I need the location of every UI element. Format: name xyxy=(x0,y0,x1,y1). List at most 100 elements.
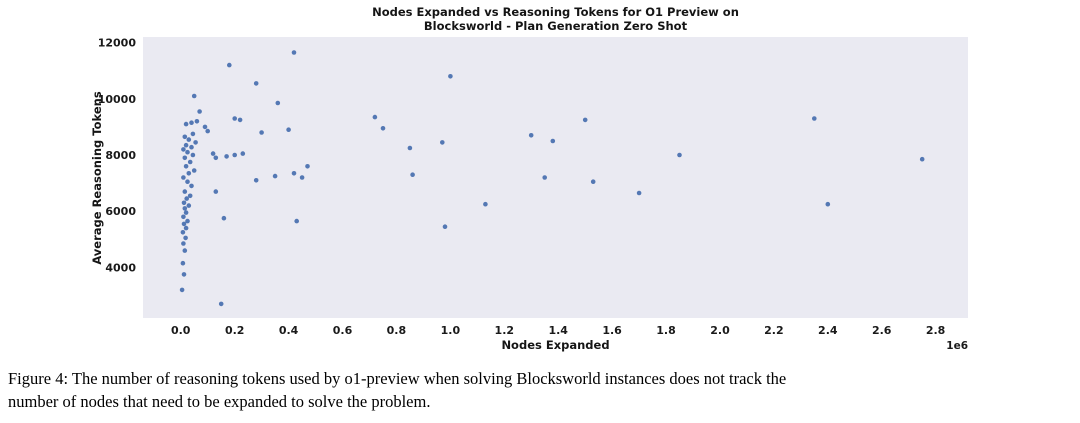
data-point xyxy=(185,179,190,184)
data-point xyxy=(183,235,188,241)
data-point xyxy=(410,172,415,177)
data-point xyxy=(213,155,219,161)
data-point xyxy=(253,178,259,183)
data-point xyxy=(183,225,189,231)
data-point xyxy=(259,130,264,135)
data-point xyxy=(677,152,682,158)
data-point xyxy=(179,287,185,293)
data-point xyxy=(440,140,445,145)
data-point xyxy=(299,175,305,180)
y-tick-label: 4000 xyxy=(105,261,136,274)
scatter-plot: 0.0 0.2 0.4 0.6 0.8 1.0 1.2 1.4 1.6 1.8 2.0 2.2 2.4 2… xyxy=(98,37,968,352)
data-point xyxy=(372,114,378,120)
data-point xyxy=(182,134,188,140)
data-point xyxy=(186,171,192,176)
data-point xyxy=(186,203,192,208)
x-tick-label: 1.4 xyxy=(548,324,568,337)
data-point xyxy=(407,145,413,151)
data-point xyxy=(194,119,200,124)
x-tick-label: 0.4 xyxy=(279,324,299,337)
data-point xyxy=(185,149,190,155)
data-point xyxy=(180,260,186,266)
data-point xyxy=(181,241,186,246)
x-axis-offset-label: 1e6 xyxy=(946,340,968,352)
x-tick-label: 1.6 xyxy=(602,324,622,337)
x-tick-label: 0.2 xyxy=(225,324,245,337)
data-point xyxy=(202,124,208,130)
data-point xyxy=(919,156,925,162)
y-tick-label: 8000 xyxy=(105,149,136,162)
x-tick-label: 0.8 xyxy=(387,324,407,337)
data-point xyxy=(442,224,448,229)
data-point xyxy=(448,74,453,79)
data-point xyxy=(825,201,831,207)
data-point xyxy=(812,116,817,121)
data-point xyxy=(590,179,596,184)
y-tick-label: 12000 xyxy=(98,37,137,50)
data-point xyxy=(253,81,259,86)
data-point xyxy=(224,154,229,159)
data-point xyxy=(182,248,188,253)
caption-line2: number of nodes that need to be expanded… xyxy=(8,392,431,411)
data-point xyxy=(218,301,224,307)
data-point xyxy=(550,138,556,144)
data-point xyxy=(185,218,190,224)
data-point xyxy=(183,210,189,215)
chart-title: Nodes Expanded vs Reasoning Tokens for O… xyxy=(143,5,968,33)
data-point xyxy=(232,152,237,158)
data-point xyxy=(187,159,193,165)
data-point xyxy=(181,214,186,220)
x-tick-label: 2.8 xyxy=(926,324,946,337)
x-tick-label: 0.0 xyxy=(171,324,191,337)
data-point xyxy=(483,201,488,207)
data-point xyxy=(181,200,187,206)
data-point xyxy=(197,109,202,114)
data-point xyxy=(205,128,210,134)
data-point xyxy=(182,206,188,211)
data-point xyxy=(294,218,300,224)
data-point xyxy=(380,126,386,131)
data-point xyxy=(181,147,186,152)
figure-caption: Figure 4: The number of reasoning tokens… xyxy=(8,367,1076,413)
data-point xyxy=(237,117,243,123)
data-point xyxy=(183,121,189,127)
data-point xyxy=(181,175,186,180)
data-point xyxy=(181,272,187,277)
x-tick-label: 2.6 xyxy=(872,324,892,337)
chart-title-line2: Blocksworld - Plan Generation Zero Shot xyxy=(423,19,688,33)
data-point xyxy=(180,230,186,235)
data-point xyxy=(186,137,192,142)
x-tick-label: 0.6 xyxy=(333,324,353,337)
data-point xyxy=(183,142,189,148)
data-point xyxy=(191,93,197,99)
data-point xyxy=(221,215,227,221)
data-point xyxy=(227,62,232,68)
data-point xyxy=(191,168,197,173)
data-point xyxy=(291,171,297,176)
data-point xyxy=(187,193,193,199)
data-point xyxy=(232,116,237,121)
data-point xyxy=(182,155,188,161)
data-point xyxy=(636,190,642,196)
x-tick-label: 1.0 xyxy=(441,324,461,337)
data-point xyxy=(181,221,187,227)
x-tick-label: 2.2 xyxy=(764,324,784,337)
data-point xyxy=(291,50,297,55)
x-axis-label: Nodes Expanded xyxy=(501,338,610,352)
x-tick-label: 2.4 xyxy=(818,324,838,337)
y-tick-label: 10000 xyxy=(98,93,137,106)
data-point xyxy=(582,117,588,123)
data-point xyxy=(286,127,291,132)
data-point xyxy=(305,164,310,169)
data-point xyxy=(189,120,194,125)
data-point xyxy=(528,133,534,138)
y-tick-label: 6000 xyxy=(105,205,136,218)
data-point xyxy=(275,100,281,106)
plot-area xyxy=(143,37,968,318)
data-point xyxy=(189,144,194,150)
data-point xyxy=(210,151,216,156)
data-point xyxy=(213,189,219,194)
data-point xyxy=(184,196,189,201)
data-point xyxy=(182,189,188,194)
